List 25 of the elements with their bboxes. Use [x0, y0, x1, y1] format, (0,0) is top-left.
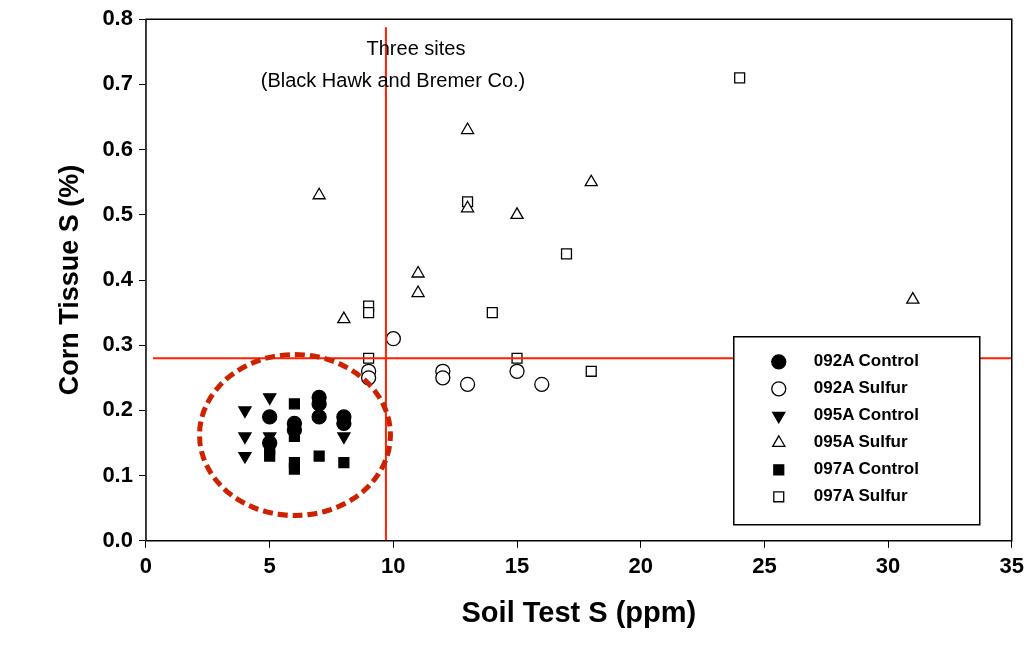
legend-label: 092A Control: [813, 351, 919, 371]
y-tick-label: 0.8: [102, 5, 133, 31]
x-axis-title: Soil Test S (ppm): [461, 595, 697, 628]
y-tick-label: 0.7: [102, 70, 133, 96]
x-tick-label: 20: [628, 553, 653, 579]
y-tick-label: 0.6: [102, 135, 133, 161]
legend-label: 097A Control: [813, 459, 919, 479]
x-tick-label: 0: [139, 553, 153, 579]
y-axis-title: Corn Tissue S (%): [53, 164, 84, 396]
x-tick-label: 5: [263, 553, 276, 579]
x-tick-label: 10: [381, 553, 406, 579]
x-tick-label: 25: [752, 553, 777, 579]
y-tick-label: 0.4: [102, 266, 134, 292]
legend-label: 095A Control: [813, 405, 919, 425]
x-tick-label: 30: [875, 553, 901, 579]
y-tick-label: 0.2: [102, 396, 133, 422]
x-tick-label: 15: [504, 553, 530, 579]
legend-label: 097A Sulfur: [813, 486, 908, 506]
y-tick-label: 0.1: [102, 461, 133, 487]
legend-label: 095A Sulfur: [813, 432, 908, 452]
y-tick-label: 0.5: [102, 200, 133, 226]
x-tick-label: 35: [999, 553, 1025, 579]
legend-label: 092A Sulfur: [813, 378, 908, 398]
y-tick-label: 0.3: [102, 331, 133, 357]
y-tick-label: 0.0: [102, 526, 133, 552]
